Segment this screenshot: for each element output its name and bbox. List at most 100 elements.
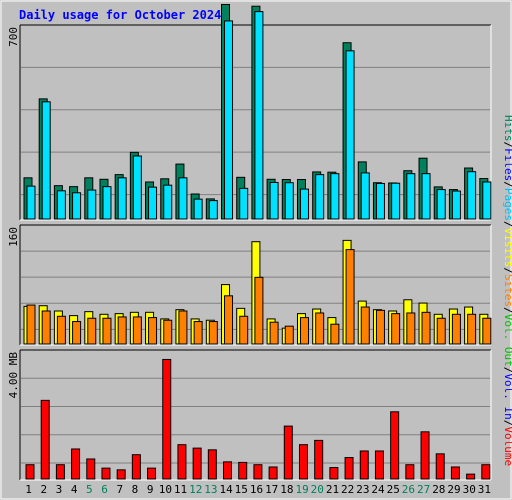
- bar-hits-files-files-day-6: [102, 186, 112, 220]
- bar-sites-visits-sites-day-13: [208, 321, 218, 345]
- bar-hits-files-files-day-19: [299, 188, 309, 220]
- bar-hits-files-files-day-30: [467, 171, 477, 220]
- x-tick-label-day-8: 8: [132, 483, 139, 496]
- bar-hits-files-files-day-26: [406, 173, 416, 220]
- side-legend-separator: /: [502, 367, 512, 374]
- bar-kbytes-volume-day-30: [466, 473, 476, 480]
- bar-hits-files-files-day-7: [117, 177, 127, 220]
- side-legend-separator: /: [502, 142, 512, 149]
- bar-hits-files-files-day-4: [72, 192, 82, 220]
- x-tick-label-day-10: 10: [159, 483, 172, 496]
- x-tick-label-day-20: 20: [311, 483, 324, 496]
- chart-title: Daily usage for October 2024: [19, 8, 221, 22]
- bar-kbytes-volume-day-1: [25, 464, 35, 480]
- bar-sites-visits-sites-day-30: [467, 313, 477, 345]
- side-legend-files: Files: [502, 148, 512, 181]
- x-tick-label-day-30: 30: [463, 483, 476, 496]
- x-tick-label-day-11: 11: [174, 483, 187, 496]
- side-legend-visits: Visits: [502, 228, 512, 268]
- bar-sites-visits-sites-day-15: [239, 315, 249, 345]
- bar-sites-visits-sites-day-5: [87, 317, 97, 345]
- side-legend-volout: Vol. Out: [502, 314, 512, 367]
- bar-kbytes-volume-day-24: [374, 450, 384, 480]
- side-legend-text: Hits/Files/Pages/Visits/Sites/Vol. Out/V…: [502, 115, 512, 466]
- bar-kbytes-volume-day-25: [390, 411, 400, 480]
- bar-kbytes-volume-day-21: [329, 467, 339, 480]
- bar-hits-files-files-day-16: [254, 11, 264, 220]
- bar-kbytes-volume-day-28: [435, 453, 445, 480]
- side-legend-separator: /: [502, 307, 512, 314]
- bar-hits-files-files-day-20: [315, 174, 325, 220]
- bar-sites-visits-sites-day-4: [72, 321, 82, 345]
- bar-hits-files-files-day-18: [284, 182, 294, 220]
- bar-sites-visits-sites-day-18: [284, 325, 294, 345]
- bar-kbytes-volume-day-14: [223, 461, 233, 480]
- bar-hits-files-files-day-24: [375, 182, 385, 220]
- bar-sites-visits-sites-day-8: [132, 316, 142, 345]
- bar-sites-visits-sites-day-24: [375, 309, 385, 345]
- bar-sites-visits-sites-day-11: [178, 310, 188, 345]
- bar-hits-files-files-day-10: [163, 184, 173, 220]
- side-legend-volin: Vol. In: [502, 373, 512, 419]
- x-tick-label-day-9: 9: [147, 483, 154, 496]
- bar-kbytes-volume-day-4: [71, 448, 81, 480]
- bar-sites-visits-sites-day-23: [360, 306, 370, 345]
- x-tick-label-day-31: 31: [478, 483, 491, 496]
- panel-hits-files-ymax-label: 700: [7, 27, 20, 47]
- bar-kbytes-volume-day-3: [55, 464, 65, 480]
- side-legend-sites: Sites: [502, 274, 512, 307]
- bar-hits-files-files-day-31: [482, 181, 492, 220]
- x-tick-label-day-22: 22: [341, 483, 354, 496]
- bar-kbytes-volume-day-13: [207, 449, 217, 480]
- x-tick-label-day-13: 13: [204, 483, 217, 496]
- bar-hits-files-files-day-11: [178, 177, 188, 220]
- side-legend-hits: Hits: [502, 115, 512, 142]
- bar-hits-files-files-day-22: [345, 50, 355, 220]
- bar-sites-visits-sites-day-22: [345, 249, 355, 345]
- bar-hits-files-files-day-28: [436, 189, 446, 220]
- x-tick-label-day-15: 15: [235, 483, 248, 496]
- bar-hits-files-files-day-5: [87, 189, 97, 220]
- bar-kbytes-volume-day-12: [192, 447, 202, 480]
- x-tick-label-day-18: 18: [280, 483, 293, 496]
- x-tick-label-day-2: 2: [40, 483, 47, 496]
- bar-sites-visits-sites-day-12: [193, 321, 203, 345]
- bar-kbytes-volume-day-18: [283, 425, 293, 480]
- bar-kbytes-volume-day-10: [162, 358, 172, 480]
- side-legend-separator: /: [502, 221, 512, 228]
- side-legend-pages: Pages: [502, 188, 512, 221]
- panel-kbytes-ymax-label: 4.00 MB: [7, 352, 20, 399]
- bar-kbytes-volume-day-8: [131, 454, 141, 480]
- x-tick-label-day-16: 16: [250, 483, 263, 496]
- bar-kbytes-volume-day-16: [253, 464, 263, 480]
- x-tick-label-day-17: 17: [265, 483, 278, 496]
- x-tick-label-day-4: 4: [71, 483, 78, 496]
- bar-hits-files-files-day-21: [330, 173, 340, 220]
- bar-kbytes-volume-day-2: [40, 399, 50, 480]
- x-tick-label-day-25: 25: [387, 483, 400, 496]
- x-tick-label-day-19: 19: [295, 483, 308, 496]
- x-tick-label-day-28: 28: [432, 483, 445, 496]
- bar-kbytes-volume-day-17: [268, 466, 278, 480]
- x-tick-label-day-7: 7: [116, 483, 123, 496]
- panel-sites-visits-ymax-label: 160: [7, 227, 20, 247]
- x-tick-label-day-24: 24: [371, 483, 385, 496]
- bar-sites-visits-sites-day-9: [148, 317, 158, 345]
- bar-sites-visits-sites-day-25: [391, 313, 401, 345]
- x-tick-label-day-5: 5: [86, 483, 93, 496]
- bar-hits-files-files-day-13: [208, 200, 218, 220]
- bar-hits-files-files-day-17: [269, 181, 279, 220]
- x-tick-label-day-29: 29: [447, 483, 460, 496]
- side-legend-volume: Volume: [502, 426, 512, 466]
- bar-hits-files-files-day-2: [41, 101, 51, 220]
- side-legend: Hits/Files/Pages/Visits/Sites/Vol. Out/V…: [502, 115, 512, 466]
- x-tick-label-day-14: 14: [219, 483, 233, 496]
- x-tick-label-day-12: 12: [189, 483, 202, 496]
- bar-sites-visits-sites-day-14: [224, 295, 234, 345]
- bar-hits-files-files-day-1: [26, 185, 36, 220]
- bar-sites-visits-sites-day-26: [406, 312, 416, 345]
- bar-hits-files-files-day-12: [193, 198, 203, 220]
- x-tick-label-day-21: 21: [326, 483, 339, 496]
